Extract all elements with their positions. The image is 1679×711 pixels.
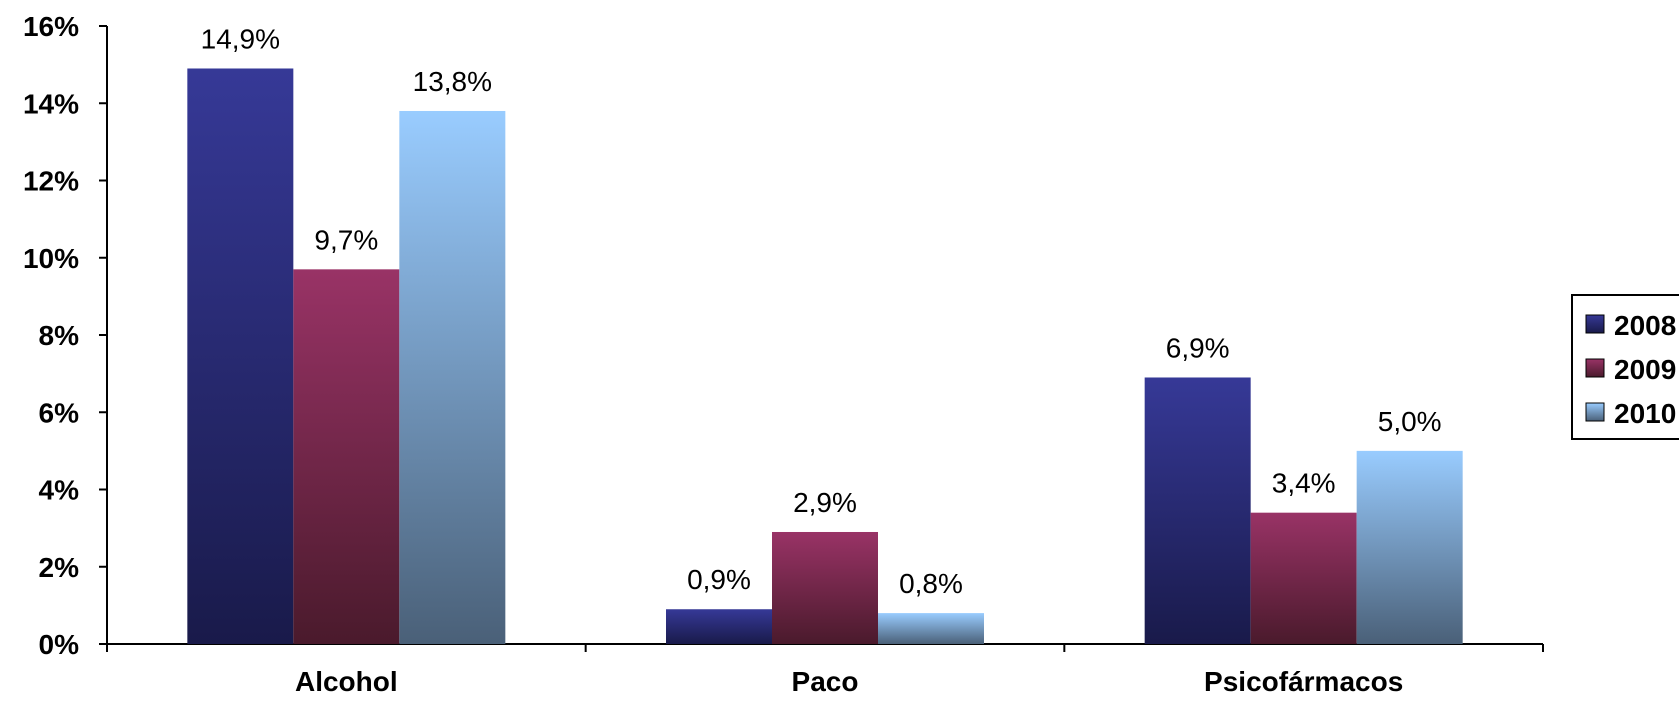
category-label: Alcohol xyxy=(295,666,398,697)
data-labels: 14,9% 9,7% 13,8% 0,9% 2,9% 0,8% 6,9% 3,4% 5,0% xyxy=(201,23,1442,599)
bar-2010-paco xyxy=(878,613,984,644)
bar-2009-psicofármacos xyxy=(1250,512,1357,644)
y-tick-label: 2% xyxy=(39,552,80,583)
data-label: 9,7% xyxy=(314,224,378,255)
data-label: 5,0% xyxy=(1378,406,1442,437)
bar-2009-alcohol xyxy=(293,269,400,644)
bar-2009-paco xyxy=(772,531,878,644)
y-tick-label: 4% xyxy=(39,475,80,506)
bar-2008-paco xyxy=(666,609,772,644)
category-label: Paco xyxy=(792,666,859,697)
y-tick-label: 0% xyxy=(39,629,80,660)
legend-swatch xyxy=(1585,358,1605,378)
legend: 2008 2009 2010 xyxy=(1571,294,1679,440)
bar-2010-alcohol xyxy=(399,110,506,645)
category-label: Psicofármacos xyxy=(1204,666,1403,697)
y-tick-label: 12% xyxy=(23,166,79,197)
y-tick-label: 6% xyxy=(39,397,80,428)
y-tick-label: 8% xyxy=(39,320,80,351)
bar-2008-alcohol xyxy=(187,68,294,645)
y-axis: 0% 2% 4% 6% 8% 10% 12% 14% 16% xyxy=(23,11,108,660)
bar-2008-psicofármacos xyxy=(1144,377,1251,644)
data-label: 14,9% xyxy=(201,23,280,54)
legend-swatch xyxy=(1585,314,1605,334)
bar-2010-psicofármacos xyxy=(1356,450,1463,644)
y-tick-label: 16% xyxy=(23,11,79,42)
y-tick-label: 10% xyxy=(23,243,79,274)
data-label: 0,8% xyxy=(899,568,963,599)
legend-swatch xyxy=(1585,402,1605,422)
data-label: 0,9% xyxy=(687,564,751,595)
x-axis: Alcohol Paco Psicofármacos xyxy=(106,643,1544,697)
legend-label: 2008 xyxy=(1614,310,1676,341)
data-label: 2,9% xyxy=(793,487,857,518)
data-label: 6,9% xyxy=(1166,332,1230,363)
data-label: 3,4% xyxy=(1272,468,1336,499)
data-label: 13,8% xyxy=(413,66,492,97)
legend-label: 2010 xyxy=(1614,398,1676,429)
bars xyxy=(187,68,1463,645)
legend-label: 2009 xyxy=(1614,354,1676,385)
y-tick-label: 14% xyxy=(23,88,79,119)
